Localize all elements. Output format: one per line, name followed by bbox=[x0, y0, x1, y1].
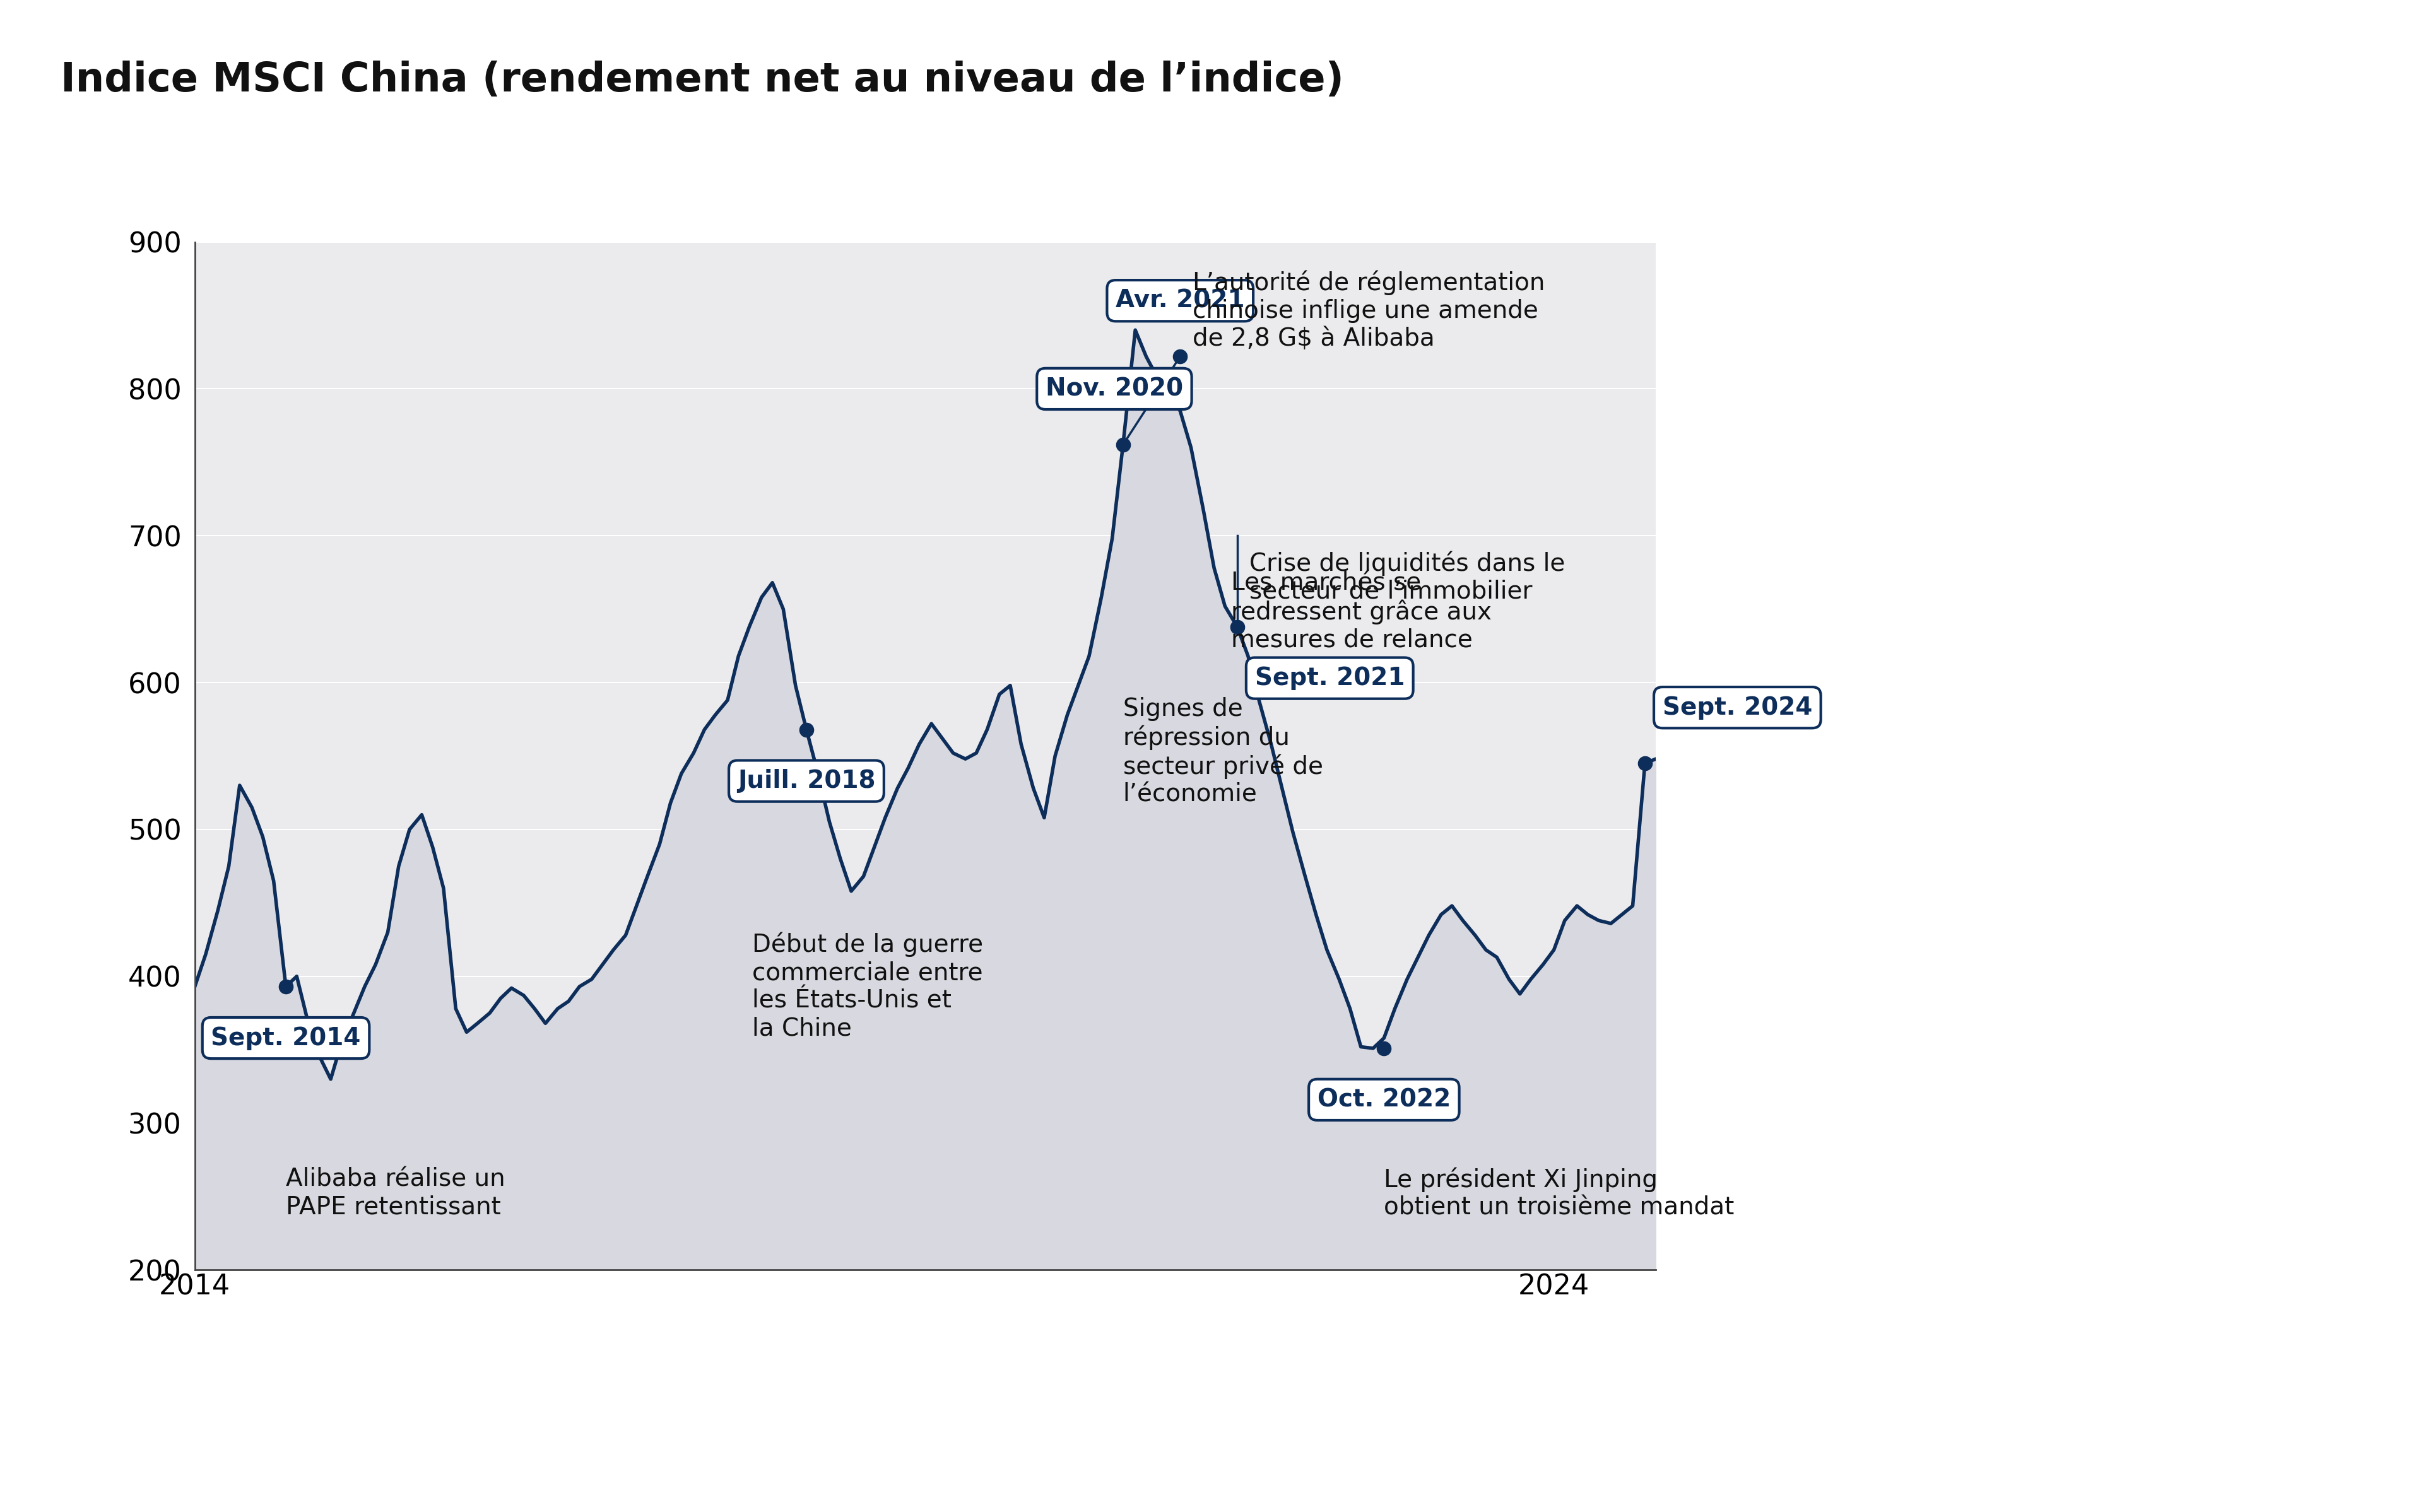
Text: Début de la guerre
commerciale entre
les États-Unis et
la Chine: Début de la guerre commerciale entre les… bbox=[752, 933, 984, 1040]
Text: Sept. 2021: Sept. 2021 bbox=[1254, 667, 1405, 689]
Text: Crise de liquidités dans le
secteur de l’immobilier: Crise de liquidités dans le secteur de l… bbox=[1249, 550, 1566, 603]
Text: Signes de
répression du
secteur privé de
l’économie: Signes de répression du secteur privé de… bbox=[1123, 697, 1322, 807]
Text: L’autorité de réglementation
chinoise inflige une amende
de 2,8 G$ à Alibaba: L’autorité de réglementation chinoise in… bbox=[1193, 271, 1544, 351]
Text: Sept. 2014: Sept. 2014 bbox=[212, 1027, 360, 1049]
Text: Le président Xi Jinping
obtient un troisième mandat: Le président Xi Jinping obtient un trois… bbox=[1383, 1167, 1734, 1220]
Text: Alibaba réalise un
PAPE retentissant: Alibaba réalise un PAPE retentissant bbox=[285, 1167, 504, 1219]
Text: Avr. 2021: Avr. 2021 bbox=[1115, 289, 1244, 313]
Text: Sept. 2024: Sept. 2024 bbox=[1663, 696, 1812, 720]
Text: Les marchés se
redressent grâce aux
mesures de relance: Les marchés se redressent grâce aux mesu… bbox=[1232, 572, 1493, 652]
Text: Indice MSCI China (rendement net au niveau de l’indice): Indice MSCI China (rendement net au nive… bbox=[61, 60, 1344, 100]
Text: Oct. 2022: Oct. 2022 bbox=[1317, 1087, 1451, 1111]
Text: Nov. 2020: Nov. 2020 bbox=[1045, 376, 1183, 401]
Text: Juill. 2018: Juill. 2018 bbox=[738, 770, 874, 792]
